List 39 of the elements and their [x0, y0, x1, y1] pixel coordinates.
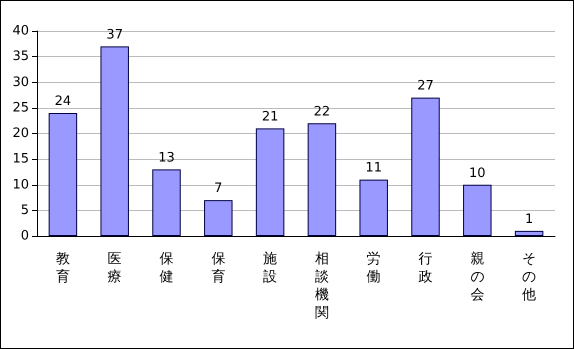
data-label: 24: [54, 94, 72, 109]
x-tick-label: 労働: [366, 251, 381, 285]
data-label: 22: [314, 104, 330, 120]
x-tick-label: 行政: [418, 251, 432, 285]
bar: [411, 98, 440, 236]
bar: [256, 128, 284, 236]
bar: [100, 46, 129, 236]
bar: [152, 169, 181, 236]
data-label: 11: [365, 160, 382, 176]
data-label: 27: [417, 78, 434, 94]
y-tick-label: 25: [12, 100, 29, 116]
bar: [359, 180, 388, 236]
x-tick-label: 相談機関: [314, 251, 329, 321]
bar: [308, 123, 336, 236]
data-label: 21: [262, 109, 278, 124]
x-tick-label: 親の会: [470, 251, 484, 303]
x-tick-label: 施設: [263, 251, 278, 285]
bar: [204, 200, 233, 236]
bar: [463, 184, 492, 236]
y-tick-label: 20: [12, 126, 29, 141]
data-label: 10: [469, 166, 486, 181]
y-tick-label: 0: [20, 228, 29, 244]
y-tick-label: 30: [12, 74, 29, 90]
x-tick-label: 保育: [211, 251, 226, 285]
data-label: 37: [106, 27, 123, 42]
y-tick-label: 10: [12, 177, 29, 192]
bar: [48, 113, 78, 236]
x-tick-label: 保健: [160, 251, 174, 285]
x-tick-label: 教育: [56, 251, 70, 285]
x-tick-label: その他: [522, 251, 536, 303]
data-label: 1: [524, 212, 534, 227]
y-tick-label: 40: [12, 24, 29, 38]
x-tick-label: 医療: [108, 251, 122, 285]
y-tick-label: 15: [12, 152, 29, 167]
data-label: 7: [214, 181, 222, 196]
data-label: 13: [158, 150, 175, 166]
y-tick-label: 5: [20, 202, 29, 218]
y-tick-label: 35: [12, 49, 29, 64]
bar: [514, 230, 544, 236]
